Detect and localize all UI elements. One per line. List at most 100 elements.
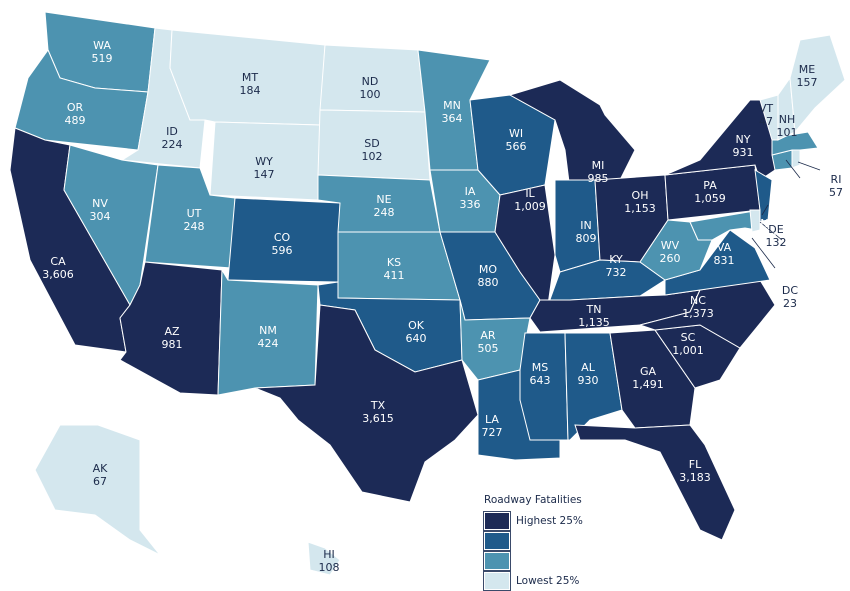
state-label-ia: IA 336 [460,185,481,211]
state-value: 985 [587,172,609,185]
state-label-la: LA 727 [482,413,503,439]
state-ak [34,424,161,556]
state-value: 981 [161,338,183,351]
state-label-ny: NY 931 [733,133,754,159]
state-abbr: VT [758,102,774,115]
state-value: 3,615 [362,412,394,425]
state-value: 336 [459,198,481,211]
state-value: 304 [89,210,111,223]
state-abbr: IL [525,187,535,200]
state-abbr: MS [531,361,549,374]
state-abbr: ID [166,125,178,138]
state-value: 1,153 [624,202,656,215]
state-value: 23 [783,297,797,310]
state-value: 260 [659,252,681,265]
state-abbr: SD [364,137,380,150]
state-value: 809 [575,232,597,245]
state-label-sc: SC 1,001 [672,331,704,357]
state-tx [254,304,479,503]
state-value: 3,606 [42,268,74,281]
state-label-ca: CA 3,606 [42,255,74,281]
state-abbr: AK [92,462,108,475]
state-label-nh: NH 101 [777,113,798,139]
state-abbr: PA [703,179,717,192]
state-abbr: WA [93,39,111,52]
state-label-vt: VT 47 [759,102,773,128]
state-label-or: OR 489 [65,101,86,127]
state-abbr: WI [508,127,524,140]
state-label-wv: WV 260 [660,239,681,265]
state-label-dc: DC 23 [782,284,798,310]
state-abbr: FL [688,458,702,471]
state-label-ma: MA 334 [819,114,840,140]
state-value: 930 [577,374,599,387]
state-abbr: MA [820,114,838,127]
state-value: 157 [796,76,818,89]
state-abbr: NC [690,294,706,307]
state-value: 3,183 [679,471,711,484]
state-label-pa: PA 1,059 [694,179,726,205]
state-abbr: NM [259,324,277,337]
ct-callout-line [785,159,801,179]
state-value: 1,135 [578,316,610,329]
state-value: 643 [529,374,551,387]
state-label-md: MD 521 [788,251,809,277]
state-value: 1,001 [672,344,704,357]
state-value: 1,009 [514,200,546,213]
state-label-co: CO 596 [272,231,293,257]
state-abbr: GA [639,365,657,378]
state-abbr: UT [186,207,202,220]
state-label-ri: RI 57 [829,173,843,199]
state-abbr: IN [580,219,592,232]
state-label-mi: MI 985 [588,159,609,185]
state-abbr: WV [660,239,680,252]
state-label-va: VA 831 [714,241,735,267]
state-value: 132 [765,236,787,249]
state-value: 47 [759,115,773,128]
state-label-nv: NV 304 [90,197,111,223]
state-label-fl: FL 3,183 [679,458,711,484]
state-abbr: NH [778,113,796,126]
state-abbr: AL [581,361,595,374]
state-label-ut: UT 248 [184,207,205,233]
state-label-me: ME 157 [797,63,818,89]
state-value: 640 [405,332,427,345]
state-nc [638,279,776,349]
legend-label-lowest: Lowest 25% [516,575,580,587]
state-value: 1,059 [694,192,726,205]
legend-item-3 [483,551,583,571]
state-abbr: DC [781,284,799,297]
state-abbr: CA [50,255,66,268]
legend-item-lowest: Lowest 25% [483,571,583,591]
state-label-ms: MS 643 [530,361,551,387]
state-value: 880 [477,276,499,289]
state-me [789,34,846,134]
legend-item-2 [483,531,583,551]
state-label-oh: OH 1,153 [624,189,656,215]
state-label-al: AL 930 [578,361,599,387]
state-value: 100 [359,88,381,101]
state-abbr: MD [789,251,807,264]
state-abbr: MN [443,99,461,112]
state-value: 489 [64,114,86,127]
legend-label-highest: Highest 25% [516,515,583,527]
state-value: 521 [787,264,809,277]
state-value: 732 [605,266,627,279]
state-value: 831 [713,254,735,267]
state-value: 364 [441,112,463,125]
state-hi [307,541,341,576]
state-label-nm: NM 424 [258,324,279,350]
state-abbr: VA [716,241,732,254]
state-value: 102 [361,150,383,163]
state-abbr: WY [255,155,273,168]
state-abbr: KY [609,253,623,266]
state-abbr: OR [66,101,84,114]
state-abbr: CO [273,231,291,244]
state-abbr: MO [478,263,498,276]
state-label-wa: WA 519 [92,39,113,65]
state-abbr: HI [323,548,335,561]
state-value: 57 [829,186,843,199]
state-value: 248 [183,220,205,233]
state-label-id: ID 224 [162,125,183,151]
